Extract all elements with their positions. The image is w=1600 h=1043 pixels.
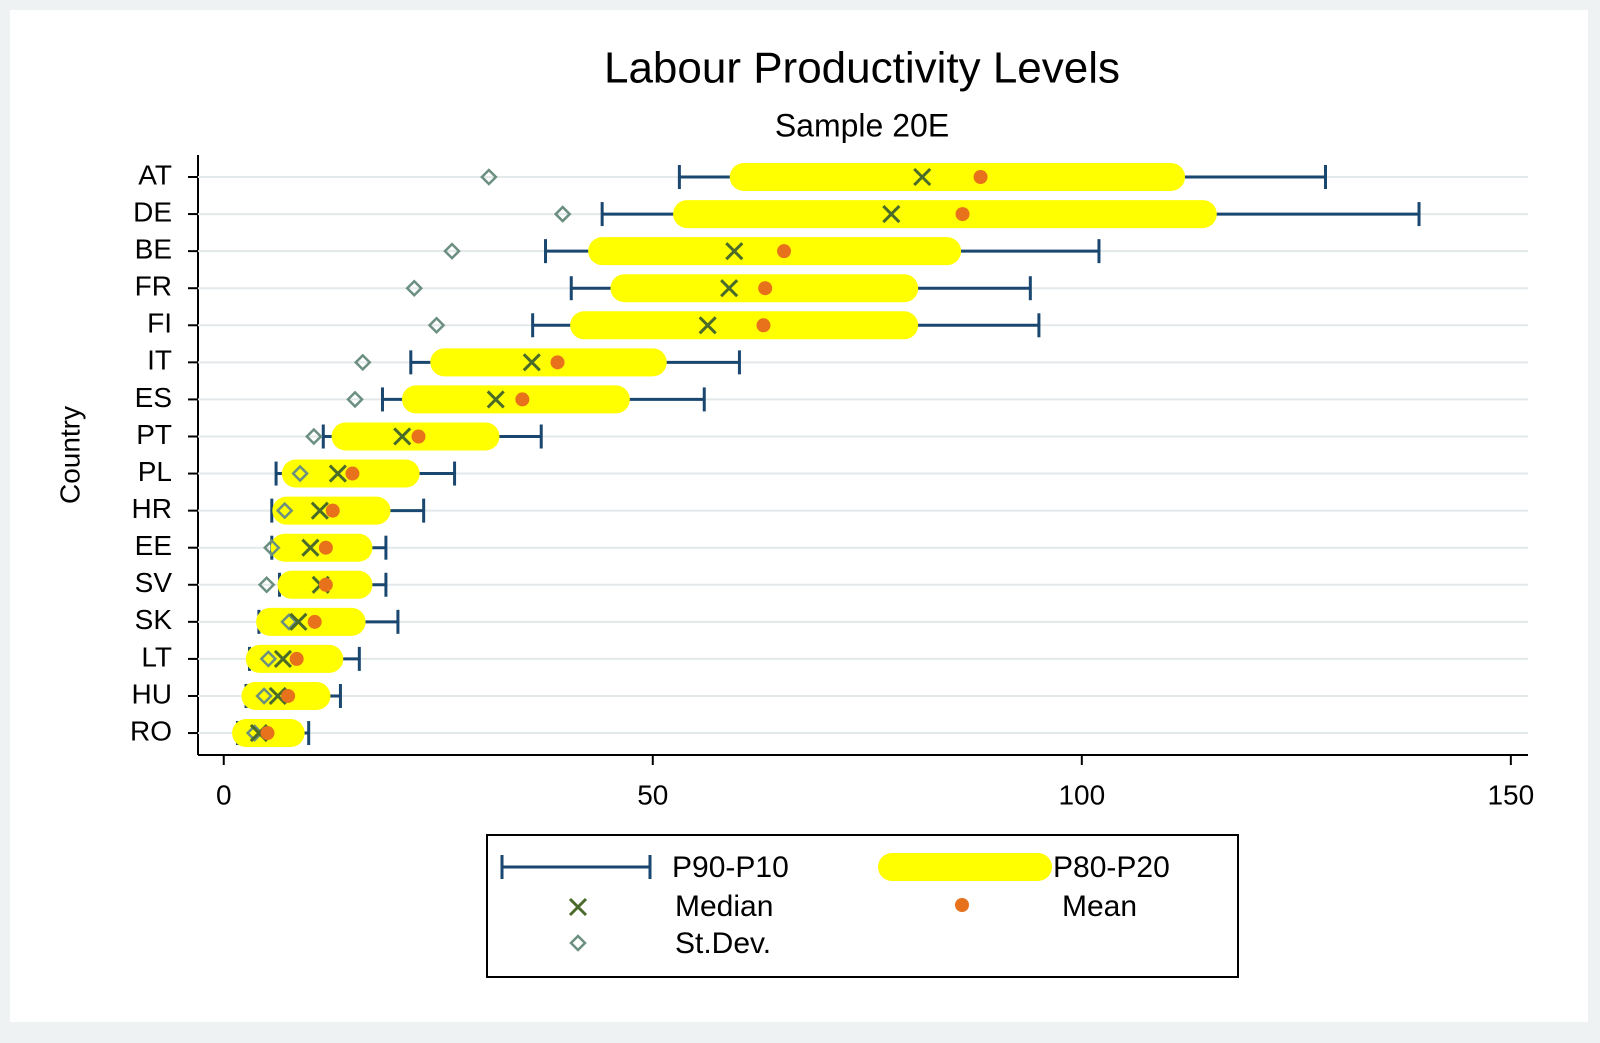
- stdev-marker: [353, 353, 372, 372]
- mean-marker: [318, 577, 333, 592]
- legend-label: Median: [675, 890, 773, 923]
- mean-marker: [260, 726, 275, 741]
- y-tick-label: LT: [141, 641, 172, 672]
- stdev-marker: [346, 390, 364, 409]
- y-tick-label: IT: [147, 345, 172, 376]
- stdev-marker: [405, 279, 423, 297]
- median-marker: [301, 538, 320, 557]
- y-tick-label: FR: [135, 271, 172, 302]
- x-tick-label: 150: [1487, 779, 1534, 810]
- x-tick-label: 50: [637, 779, 668, 810]
- median-marker: [310, 501, 329, 520]
- stdev-marker: [259, 650, 278, 668]
- y-tick-label: DE: [133, 196, 172, 227]
- mean-marker: [325, 503, 340, 518]
- median-marker: [393, 427, 412, 446]
- stdev-marker: [480, 168, 498, 186]
- y-tick-label: EE: [135, 530, 172, 561]
- legend-entries: P90-P10 P80-P20 Median Mean St.Dev.: [500, 851, 1170, 960]
- mean-marker: [758, 281, 773, 296]
- x-tick-label: 0: [216, 779, 232, 810]
- median-marker: [268, 686, 287, 706]
- x-tick-label: 100: [1058, 779, 1105, 810]
- stdev-marker: [443, 242, 461, 260]
- median-marker: [913, 167, 932, 187]
- y-tick-label: FI: [147, 308, 172, 339]
- legend-label: St.Dev.: [675, 927, 771, 960]
- y-tick-label: SV: [135, 567, 173, 598]
- legend: [486, 834, 1239, 978]
- y-tick-label: HR: [132, 493, 172, 524]
- mean-marker: [318, 540, 333, 555]
- mean-marker: [973, 170, 988, 184]
- stdev-marker: [255, 687, 273, 705]
- stdev-marker: [263, 538, 281, 557]
- stdev-marker: [427, 316, 446, 335]
- mean-marker: [307, 614, 322, 629]
- legend-label: P80-P20: [1053, 851, 1170, 884]
- y-tick-label: AT: [138, 159, 172, 190]
- mean-marker: [550, 355, 565, 370]
- stdev-marker: [553, 205, 572, 223]
- mean-marker: [289, 651, 304, 666]
- y-tick-label: PT: [136, 419, 172, 450]
- legend-symbol: [569, 934, 587, 952]
- median-marker: [486, 390, 505, 409]
- mean-marker: [756, 318, 771, 333]
- y-tick-label: SK: [135, 604, 173, 635]
- stdev-marker: [257, 576, 276, 594]
- median-marker: [720, 279, 739, 298]
- y-tick-label: ES: [135, 382, 172, 413]
- mean-marker: [515, 392, 530, 407]
- legend-label: P90-P10: [672, 851, 789, 884]
- legend-symbol: [568, 897, 588, 917]
- mean-marker: [345, 466, 360, 481]
- median-marker: [522, 353, 541, 372]
- legend-label: Mean: [1062, 890, 1137, 923]
- median-marker: [725, 242, 744, 261]
- stdev-marker: [291, 464, 309, 483]
- mean-marker: [411, 429, 426, 444]
- mean-marker: [955, 207, 970, 222]
- mean-marker: [281, 688, 296, 703]
- median-marker: [328, 464, 347, 483]
- stdev-marker: [280, 613, 298, 631]
- y-tick-label: RO: [130, 715, 172, 746]
- median-marker: [882, 205, 901, 224]
- chart-title: Labour Productivity Levels: [604, 44, 1120, 93]
- y-tick-label: BE: [135, 234, 172, 265]
- median-marker: [273, 649, 293, 668]
- stdev-marker: [275, 501, 294, 520]
- median-marker: [698, 316, 717, 335]
- stdev-marker: [305, 427, 323, 446]
- y-tick-label: HU: [132, 678, 172, 709]
- chart-subtitle: Sample 20E: [775, 107, 949, 143]
- median-marker: [289, 612, 308, 631]
- y-axis-title: Country: [54, 406, 85, 504]
- legend-symbol: [955, 898, 969, 912]
- y-tick-label: PL: [138, 456, 172, 487]
- mean-marker: [777, 244, 792, 259]
